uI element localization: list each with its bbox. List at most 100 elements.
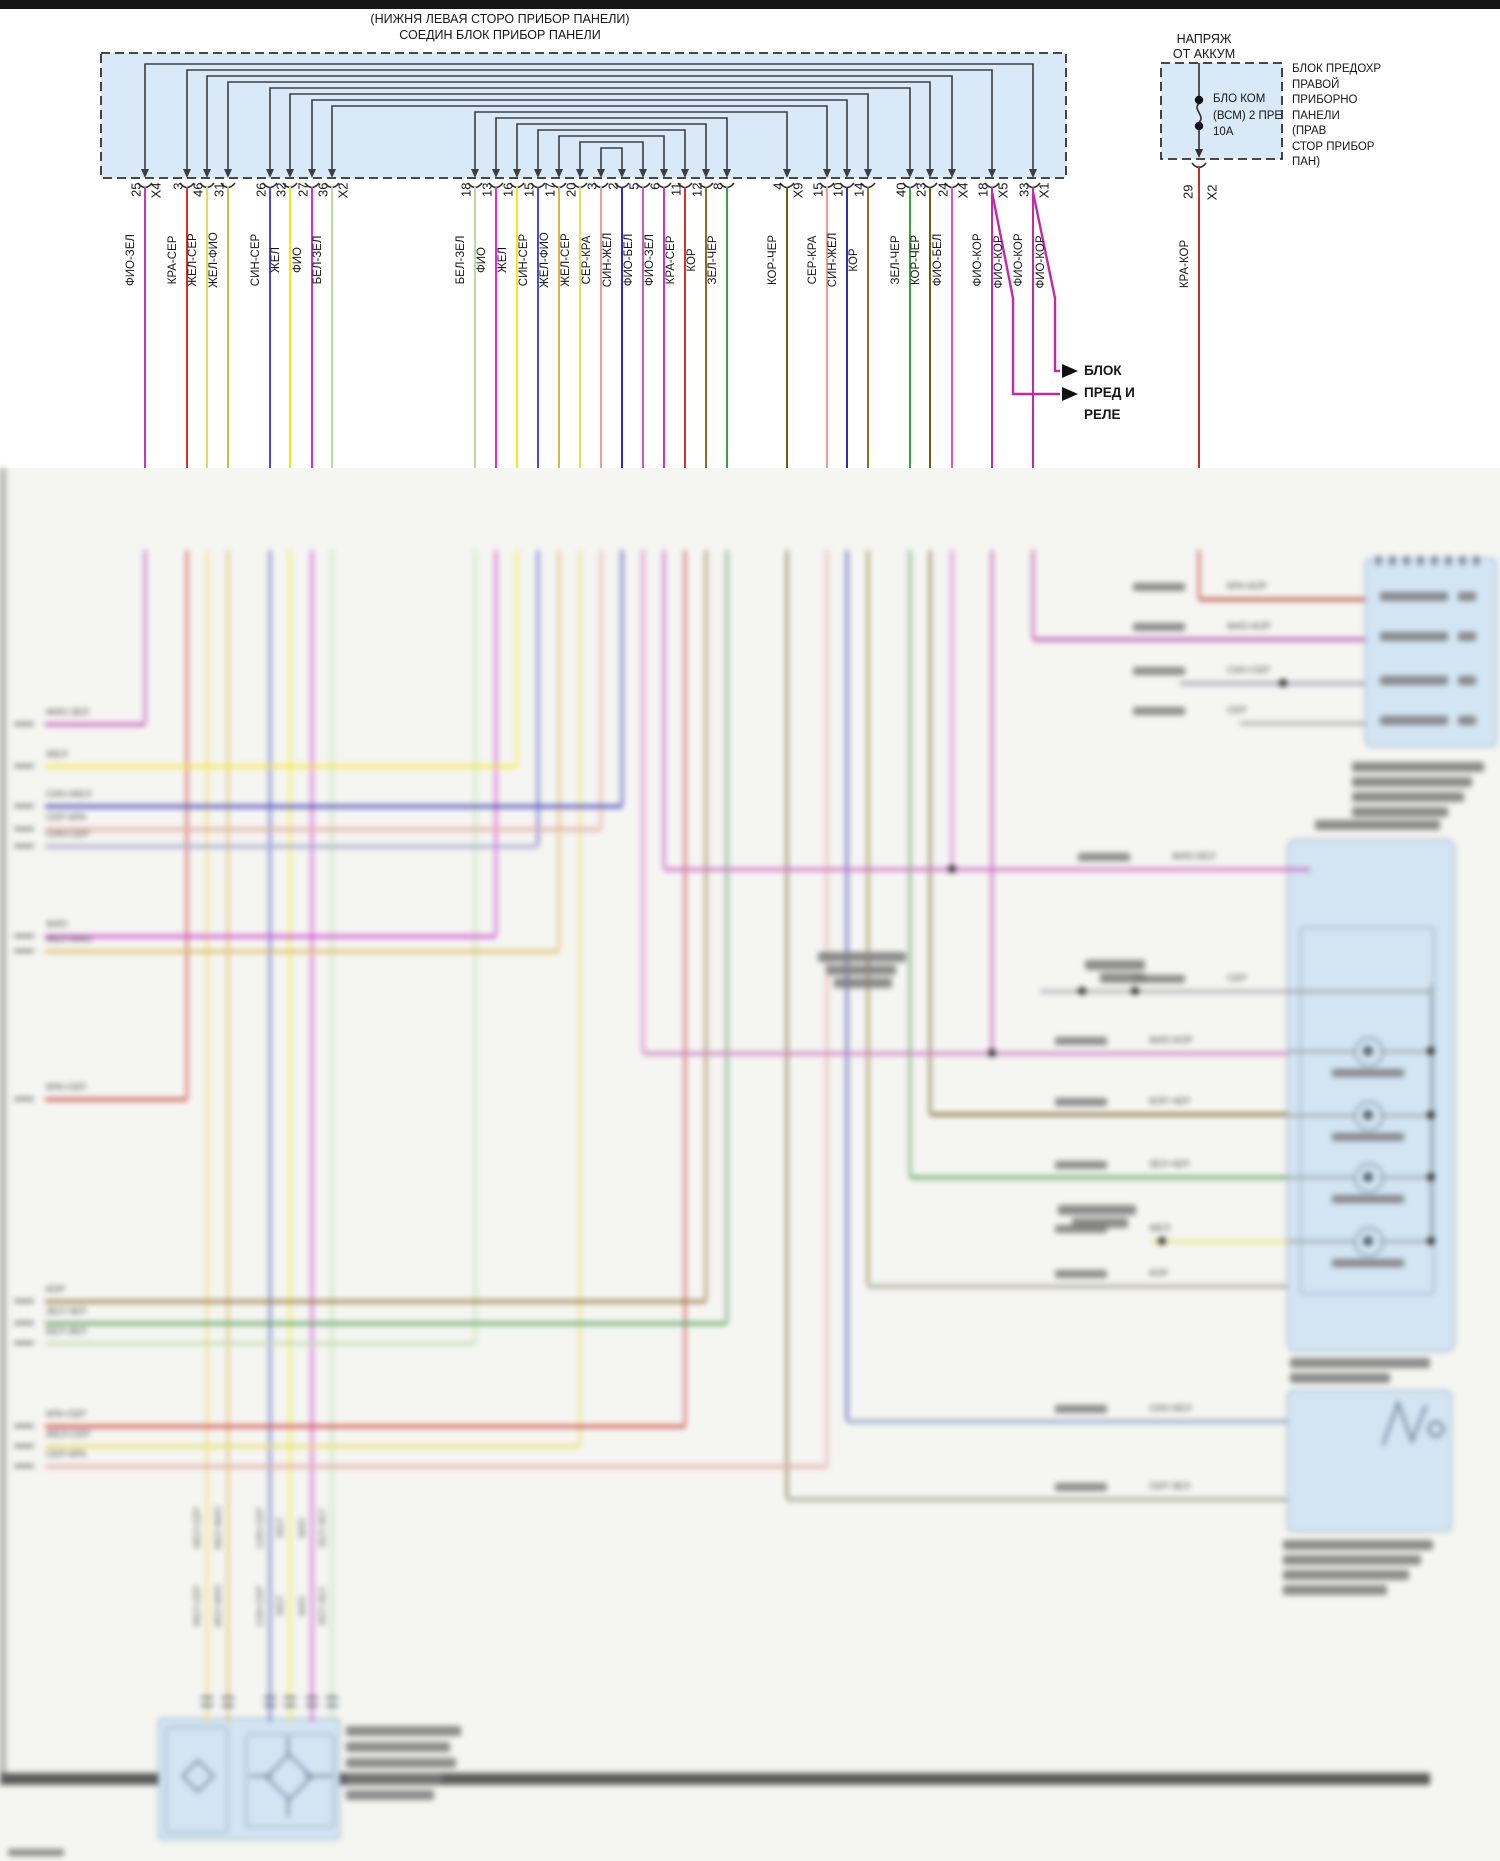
wire-entry-smudge [1133, 583, 1185, 591]
wire-vertical [928, 187, 932, 557]
blurred-content: ФИО-ЗЕЛ ЖЕЛ СИН-ЖЕЛ СЕР-КРА СИН-СЕР ФИО ЖЕЛ-ФИ… [0, 468, 1500, 1861]
margin-wire-label: КОР [46, 1284, 66, 1295]
connector-tick [284, 1696, 296, 1699]
wire-horizontal [45, 1322, 727, 1325]
wire-vertical [620, 187, 624, 557]
wire-horizontal [1240, 722, 1365, 725]
wire-horizontal [847, 1420, 1287, 1423]
wire-vertical [785, 187, 789, 557]
wire-entry-label: КОР [1149, 1268, 1169, 1279]
connector-id-label: X5 [995, 182, 1011, 198]
fuse-rating-line: 10А [1213, 126, 1234, 138]
junction-dot [1279, 679, 1287, 687]
margin-wire-label: СИН-СЕР [46, 829, 90, 840]
caption-smudge [1352, 807, 1448, 817]
junction-dot [1427, 1173, 1435, 1181]
lamp-internal-wire [1380, 1240, 1431, 1243]
wire-vertical [515, 550, 519, 765]
pin-number-label: 10 [830, 182, 846, 197]
wire-vertical [205, 187, 209, 557]
connector-pin-tick [1432, 556, 1437, 565]
junction-dot [1078, 987, 1086, 995]
pin-number-label: 16 [500, 182, 516, 197]
margin-wire-label: ЖЕЛ-СЕР [46, 1429, 91, 1440]
wire-horizontal [45, 845, 538, 848]
fuse-rating-line: БЛО КОМ [1213, 93, 1266, 105]
wire-horizontal [45, 935, 496, 938]
wire-color-label: СИН-СЕР [255, 1507, 265, 1549]
caption-smudge [1283, 1570, 1409, 1580]
junction-dot [1131, 987, 1139, 995]
junction-dot [948, 865, 956, 873]
wire-entry-smudge [1133, 975, 1185, 983]
pin-number-label: 11 [668, 182, 684, 196]
wire-horizontal [45, 1425, 685, 1428]
pin-number-label: 14 [851, 182, 867, 197]
wire-vertical [288, 187, 292, 557]
wire-vertical [683, 187, 687, 557]
wire-vertical [950, 550, 954, 868]
bulb-label-smudge [1332, 1195, 1404, 1203]
diagram-title-line2: СОЕДИН БЛОК ПРИБОР ПАНЕЛИ [399, 28, 601, 42]
component-inner-box [1300, 927, 1434, 1294]
wire-horizontal [1040, 990, 1430, 993]
margin-tick [14, 804, 34, 808]
connector-pin-tick [1404, 556, 1409, 565]
wire-color-label: КРА-КОР [1179, 239, 1191, 289]
wire-entry-label: ЖЕЛ [1149, 1223, 1171, 1234]
component-box-bottom-left [158, 1718, 340, 1840]
top-window-bar [0, 0, 1500, 9]
wire-color-label: КОР-ЧЕР [910, 234, 922, 286]
box-label-smudge [1380, 676, 1448, 685]
footer-smudge [8, 1849, 64, 1856]
stub [250, 1775, 272, 1777]
margin-tick [14, 1299, 34, 1303]
connector-routing-graphic [100, 52, 1283, 401]
diagram-title-line1: (НИЖНЯ ЛЕВАЯ СТОРО ПРИБОР ПАНЕЛИ) [370, 12, 630, 26]
wire-vertical [268, 550, 272, 1722]
pin-number-label: 15 [810, 182, 826, 197]
connector-id-label: X1 [1036, 182, 1052, 198]
margin-tick [14, 1097, 34, 1101]
wire-vertical [226, 187, 230, 557]
wire-vertical [990, 550, 994, 1052]
caption-smudge [1100, 973, 1145, 983]
wire-color-label: ЖЕЛ-СЕР [192, 1585, 202, 1627]
caption-smudge [826, 965, 896, 975]
wire-color-label: ФИО-БЕЛ [932, 233, 944, 287]
caption-smudge [346, 1790, 434, 1800]
wire-vertical [557, 550, 561, 950]
pin-number-label: 3 [170, 182, 186, 190]
connector-pin-tick [1460, 556, 1465, 565]
fuse-source-label-line2: ОТ АККУМ [1172, 47, 1236, 61]
wire-color-label: СЕР-КРА [581, 235, 593, 285]
caption-smudge [1352, 792, 1464, 802]
wire-color-label: СИН-СЕР [255, 1585, 265, 1627]
wire-vertical [908, 550, 912, 1176]
stub [304, 1775, 332, 1777]
connector-zigzag-icon [1381, 1399, 1445, 1446]
wire-vertical [641, 550, 645, 1052]
wire-vertical [310, 550, 314, 1722]
fuse-panel-name-label: БЛОК ПРЕДОХР ПРАВОЙ ПРИБОРНО ПАНЕЛИ (ПРАВ СТО… [1292, 62, 1422, 171]
bulb-label-smudge [1332, 1133, 1404, 1141]
wire-vertical [143, 187, 147, 557]
connector-tick [284, 1704, 296, 1707]
caption-smudge [818, 952, 906, 962]
wire-color-label: СИН-ЖЕЛ [827, 232, 839, 288]
pin-number-label: 26 [253, 182, 269, 197]
connector-pin-tick [1418, 556, 1423, 565]
margin-tick [14, 1424, 34, 1428]
pin-number-label: 32 [273, 182, 289, 197]
fuse-panel-name-line: БЛОК ПРЕДОХР [1292, 63, 1382, 75]
wire-horizontal [45, 950, 559, 953]
margin-wire-label: СЕР-КРА [46, 1449, 87, 1460]
fuse-panel-name-line: (ПРАВ [1292, 125, 1327, 137]
wire-color-label: ФИО [297, 1517, 307, 1539]
fuse-rating-label: БЛО КОМ (ВСМ) 2 ПРЕ 10А [1213, 91, 1303, 141]
wire-vertical [536, 550, 540, 845]
fuse-source-label-line1: НАПРЯЖ [1176, 32, 1232, 46]
caption-smudge [346, 1742, 450, 1752]
wire-color-label: СИН-СЕР [518, 233, 530, 287]
wire-vertical [866, 187, 870, 557]
